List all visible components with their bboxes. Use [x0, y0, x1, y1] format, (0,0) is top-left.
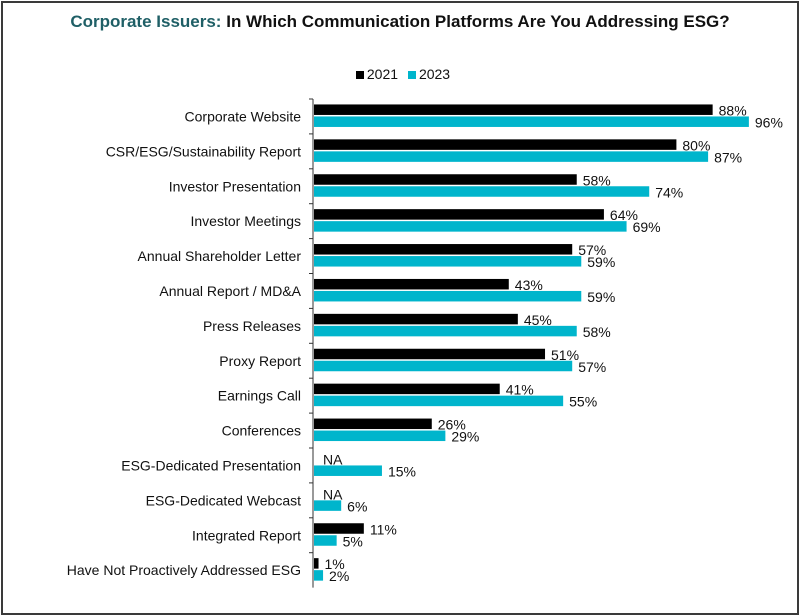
bar-2023 [314, 290, 582, 302]
data-label-2023: 69% [633, 219, 661, 235]
bar-2023 [314, 395, 564, 407]
bar-2021 [314, 174, 577, 185]
bar-2021 [314, 104, 713, 115]
data-label-2023: 5% [343, 533, 363, 549]
legend-swatch-2023 [407, 71, 416, 79]
legend-label-2021: 2021 [366, 66, 399, 82]
bar-2021 [314, 244, 573, 255]
bar-2021 [314, 209, 604, 220]
data-label-2023: 58% [583, 324, 611, 340]
data-label-2023: 6% [347, 498, 367, 514]
category-label: Integrated Report [192, 527, 301, 543]
data-label-2023: 29% [451, 429, 479, 445]
bar-2023 [314, 430, 446, 442]
category-label: Corporate Website [185, 108, 302, 124]
data-label-2021: 64% [610, 207, 638, 223]
data-label-2023: 57% [578, 359, 606, 375]
bar-2023 [314, 360, 573, 372]
legend-swatch-2021 [355, 71, 364, 79]
data-label-2023: 2% [329, 568, 349, 584]
bar-2023 [314, 221, 627, 232]
bar-2023 [314, 116, 749, 127]
bar-2021 [314, 558, 319, 569]
category-label: Investor Meetings [191, 213, 302, 229]
category-label: Earnings Call [218, 388, 301, 404]
bar-2021 [314, 523, 364, 534]
data-label-2023: 96% [755, 114, 783, 130]
bar-2021 [314, 313, 518, 325]
data-label-2023: 15% [388, 463, 416, 479]
bar-2023 [314, 256, 582, 267]
data-label-2021: 88% [719, 102, 747, 118]
data-label-2021: 41% [506, 382, 534, 398]
data-label-2021: NA [323, 451, 343, 467]
data-label-2023: 59% [587, 289, 615, 305]
data-label-2021: 80% [682, 137, 710, 153]
bar-2023 [314, 570, 324, 581]
data-label-2023: 59% [587, 254, 615, 270]
category-label: Press Releases [203, 318, 301, 334]
category-label: Conferences [222, 423, 301, 439]
bar-2021 [314, 139, 677, 150]
category-label: Annual Report / MD&A [159, 283, 301, 299]
category-label: ESG-Dedicated Presentation [121, 457, 301, 473]
bar-2023 [314, 151, 709, 162]
data-label-2021: 1% [325, 556, 345, 572]
data-label-2021: NA [323, 486, 343, 502]
bar-2021 [314, 348, 546, 360]
category-label: Annual Shareholder Letter [138, 248, 302, 264]
category-label: Have Not Proactively Addressed ESG [67, 562, 301, 578]
data-label-2023: 74% [655, 184, 683, 200]
bar-2023 [314, 500, 342, 511]
bar-2021 [314, 278, 509, 290]
category-label: Proxy Report [219, 353, 301, 369]
data-label-2021: 26% [438, 417, 466, 433]
category-label: ESG-Dedicated Webcast [146, 492, 301, 508]
category-label: Investor Presentation [169, 178, 301, 194]
data-label-2021: 57% [578, 242, 606, 258]
data-label-2021: 58% [583, 172, 611, 188]
legend: 2021 2023 [0, 66, 800, 82]
category-label: CSR/ESG/Sustainability Report [106, 143, 301, 159]
bar-2023 [314, 535, 337, 546]
bar-2023 [314, 325, 577, 337]
legend-label-2023: 2023 [418, 66, 451, 82]
chart-title: Corporate Issuers: In Which Communicatio… [0, 12, 800, 32]
data-label-2021: 51% [551, 347, 579, 363]
title-text: In Which Communication Platforms Are You… [226, 12, 730, 31]
bar-2021 [314, 418, 432, 430]
data-label-2023: 55% [569, 394, 597, 410]
data-label-2021: 43% [515, 277, 543, 293]
bar-2023 [314, 186, 650, 197]
data-label-2021: 11% [370, 521, 397, 537]
title-highlight: Corporate Issuers: [70, 12, 222, 31]
data-label-2021: 45% [524, 312, 552, 328]
data-label-2023: 87% [714, 149, 742, 165]
bar-2021 [314, 383, 500, 395]
bar-2023 [314, 465, 382, 476]
